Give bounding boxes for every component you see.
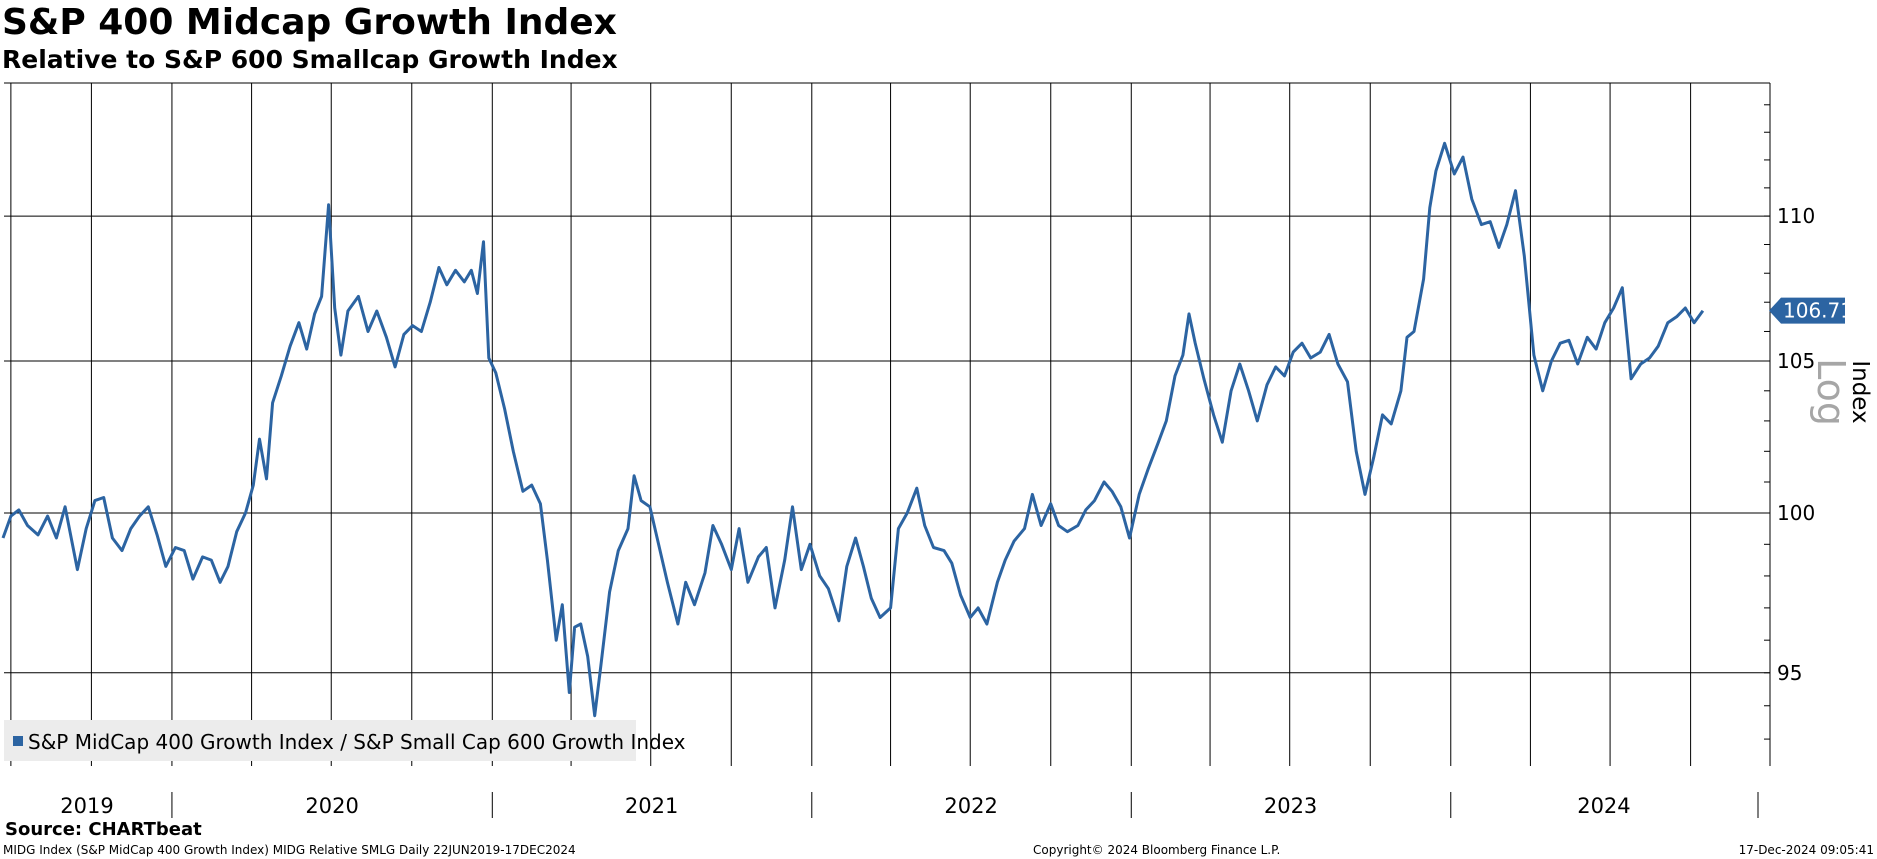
y-tick-label: 100 — [1777, 501, 1815, 525]
footer-timestamp: 17-Dec-2024 09:05:41 — [1738, 843, 1874, 857]
legend-background — [4, 720, 636, 761]
x-tick-label: 2019 — [60, 794, 113, 818]
footer-ticker-info: MIDG Index (S&P MidCap 400 Growth Index)… — [3, 843, 576, 857]
x-tick-label: 2020 — [305, 794, 358, 818]
chart-legend: S&P MidCap 400 Growth Index / S&P Small … — [4, 720, 686, 761]
legend-label: S&P MidCap 400 Growth Index / S&P Small … — [28, 730, 686, 754]
x-tick-label: 2021 — [625, 794, 678, 818]
last-value-tag: 106.71 — [1769, 297, 1853, 324]
source-label: Source: CHARTbeat — [5, 819, 202, 840]
x-tick-label: 2024 — [1577, 794, 1630, 818]
y-tick-label: 95 — [1777, 661, 1802, 685]
last-value-marker — [1769, 297, 1845, 324]
x-tick-label: 2023 — [1264, 794, 1317, 818]
y-tick-label: 105 — [1777, 349, 1815, 373]
x-tick-label: 2022 — [944, 794, 997, 818]
page-title: S&P 400 Midcap Growth Index — [2, 2, 617, 43]
chart-series — [1, 141, 1705, 718]
series-line — [1, 141, 1705, 718]
chart-axes: 95 100 105 110 2019 2020 2021 2022 2023 2024 — [60, 82, 1815, 818]
chart-gridlines — [4, 82, 1770, 766]
axis-scale-label: Log — [1809, 358, 1853, 426]
footer-copyright: Copyright© 2024 Bloomberg Finance L.P. — [1033, 843, 1281, 857]
legend-swatch — [13, 736, 23, 746]
y-axis-label: Index — [1847, 360, 1873, 423]
page-subtitle: Relative to S&P 600 Smallcap Growth Inde… — [2, 45, 618, 74]
last-value-label: 106.71 — [1783, 299, 1853, 323]
y-tick-label: 110 — [1777, 204, 1815, 228]
